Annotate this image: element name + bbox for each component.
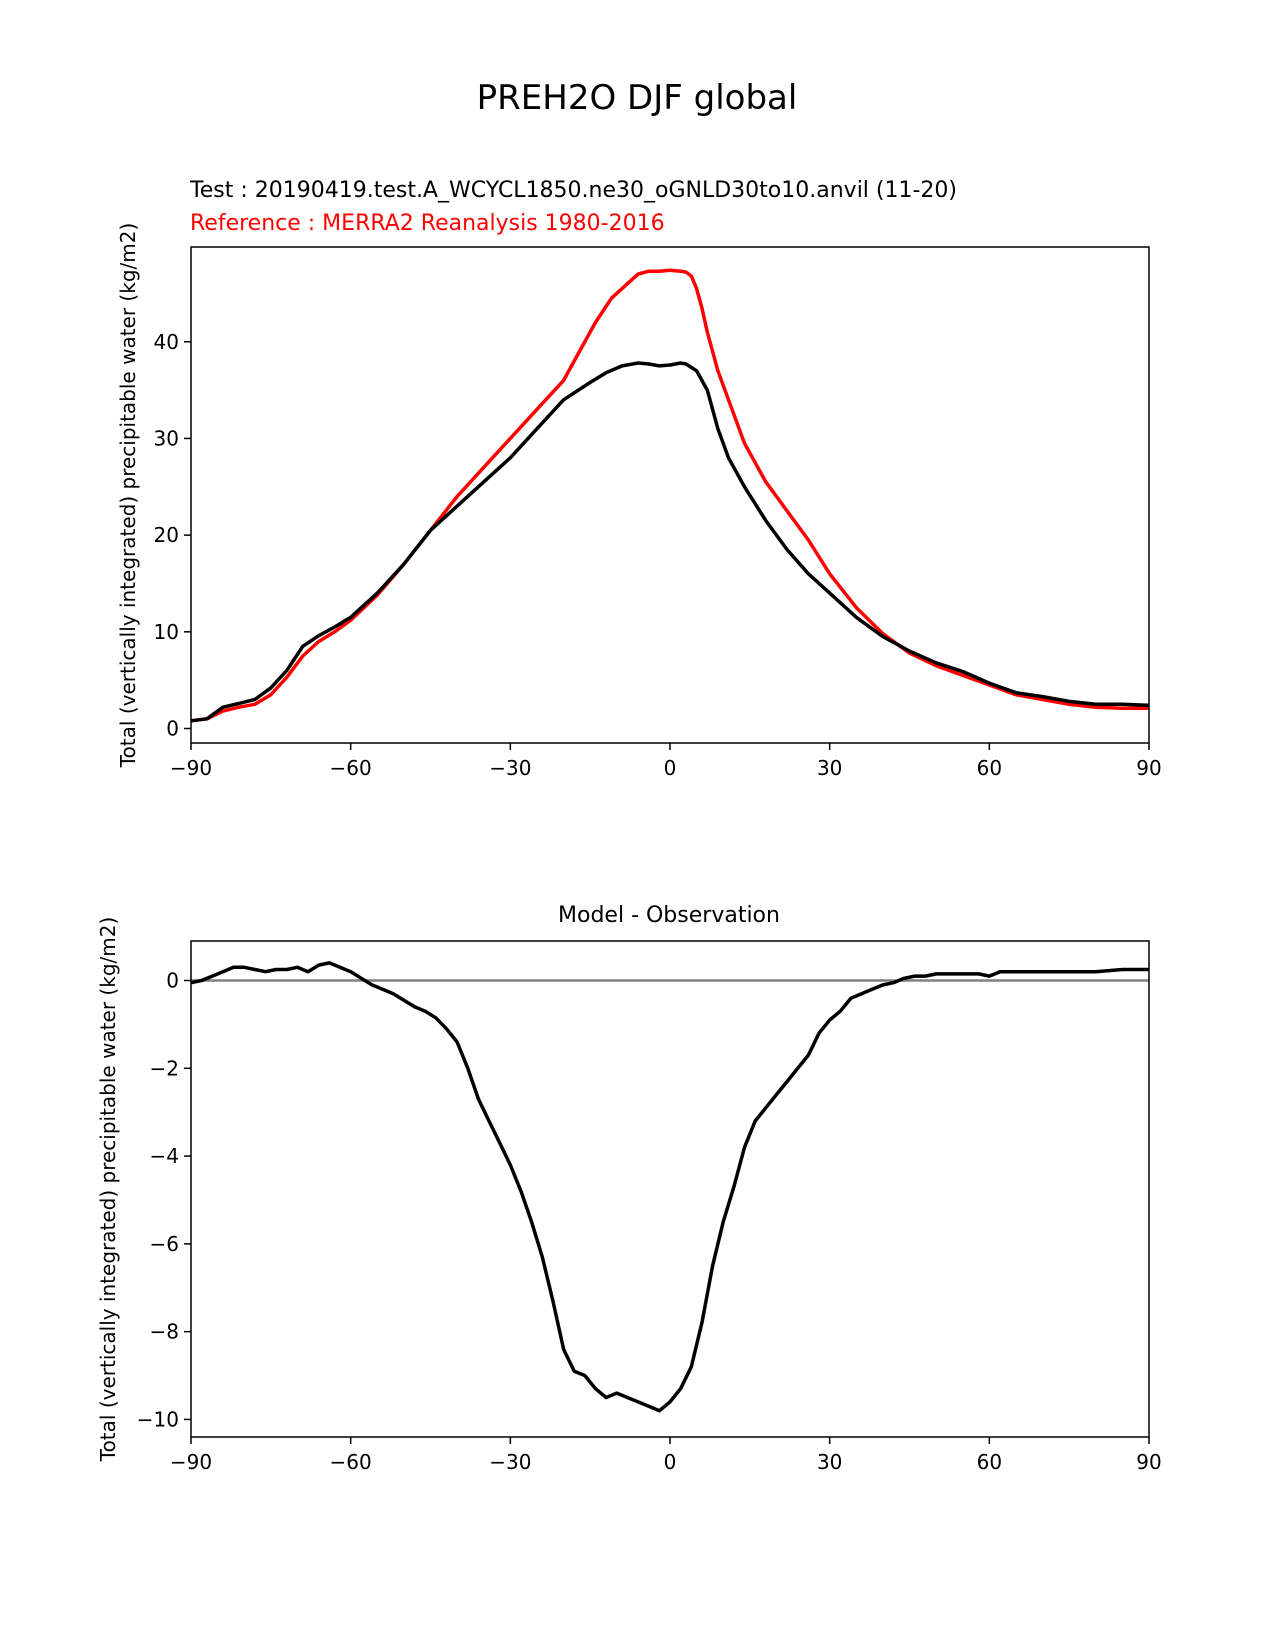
top-y-axis-label: Total (vertically integrated) precipitab… xyxy=(116,223,140,769)
top-y-axis: 0 10 20 30 40 xyxy=(154,330,191,740)
y-tick-label: 40 xyxy=(154,330,179,354)
x-tick-label: 0 xyxy=(664,1450,677,1474)
x-tick-label: 90 xyxy=(1136,756,1161,780)
top-plot-area: −90 −60 −30 0 30 60 90 0 10 20 30 40 xyxy=(154,246,1162,780)
x-tick-label: −90 xyxy=(170,1450,212,1474)
y-tick-label: −10 xyxy=(137,1407,179,1431)
y-tick-label: 10 xyxy=(154,620,179,644)
difference-series-line xyxy=(190,961,1149,1413)
bottom-axes-frame xyxy=(190,940,1150,1438)
y-tick-label: 0 xyxy=(166,969,179,993)
x-tick-label: −60 xyxy=(330,1450,372,1474)
bottom-y-axis-label: Total (vertically integrated) precipitab… xyxy=(96,917,120,1463)
bottom-y-axis: 0 −2 −4 −6 −8 −10 xyxy=(137,969,191,1431)
x-tick-label: −90 xyxy=(170,756,212,780)
y-tick-label: −6 xyxy=(150,1232,179,1256)
bottom-plot-area: −90 −60 −30 0 30 60 90 0 −2 −4 −6 −8 −10 xyxy=(137,940,1162,1474)
top-axes-frame xyxy=(190,246,1150,744)
reference-subtitle: Reference : MERRA2 Reanalysis 1980-2016 xyxy=(190,211,665,236)
y-tick-label: 30 xyxy=(154,426,179,450)
x-tick-label: −30 xyxy=(489,1450,531,1474)
test-series-line xyxy=(190,361,1150,723)
x-tick-label: 0 xyxy=(664,756,677,780)
y-tick-label: 20 xyxy=(154,523,179,547)
bottom-plot-title: Model - Observation xyxy=(558,903,780,928)
x-tick-label: 30 xyxy=(817,1450,842,1474)
top-x-axis: −90 −60 −30 0 30 60 90 xyxy=(170,743,1162,780)
x-tick-label: 90 xyxy=(1136,1450,1161,1474)
bottom-series-group xyxy=(190,961,1149,1413)
bottom-x-axis: −90 −60 −30 0 30 60 90 xyxy=(170,1437,1162,1474)
x-tick-label: −30 xyxy=(489,756,531,780)
x-tick-label: 30 xyxy=(817,756,842,780)
y-tick-label: −8 xyxy=(150,1320,179,1344)
test-subtitle: Test : 20190419.test.A_WCYCL1850.ne30_oG… xyxy=(189,178,957,203)
x-tick-label: −60 xyxy=(330,756,372,780)
top-series-group xyxy=(190,268,1150,723)
figure-title: PREH2O DJF global xyxy=(477,78,798,118)
x-tick-label: 60 xyxy=(977,1450,1002,1474)
reference-series-line xyxy=(190,268,1149,723)
y-tick-label: 0 xyxy=(166,716,179,740)
y-tick-label: −4 xyxy=(150,1144,179,1168)
x-tick-label: 60 xyxy=(977,756,1002,780)
y-tick-label: −2 xyxy=(150,1056,179,1080)
